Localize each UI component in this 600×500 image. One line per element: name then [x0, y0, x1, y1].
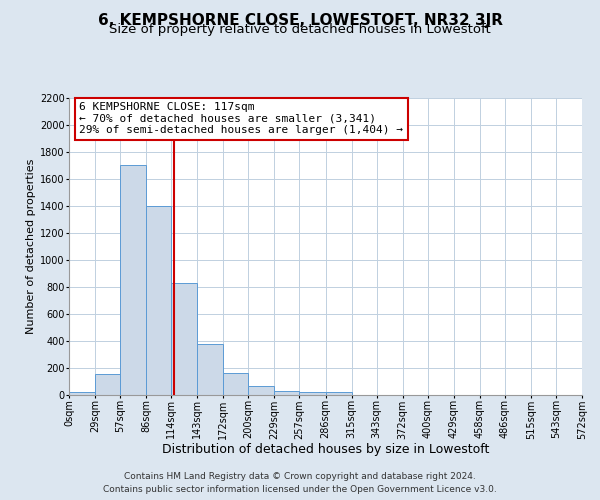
Bar	[274, 391, 299, 395]
Bar	[197, 344, 223, 395]
Y-axis label: Number of detached properties: Number of detached properties	[26, 158, 36, 334]
Bar	[120, 165, 146, 395]
Bar	[248, 386, 274, 395]
Text: Contains HM Land Registry data © Crown copyright and database right 2024.: Contains HM Land Registry data © Crown c…	[124, 472, 476, 481]
Bar	[171, 284, 197, 395]
Text: Contains public sector information licensed under the Open Government Licence v3: Contains public sector information licen…	[103, 484, 497, 494]
Bar	[325, 392, 352, 395]
Bar	[223, 372, 248, 395]
Text: Size of property relative to detached houses in Lowestoft: Size of property relative to detached ho…	[109, 24, 491, 36]
Bar	[95, 374, 120, 395]
Bar	[69, 392, 95, 395]
Bar	[146, 206, 171, 395]
Bar	[299, 392, 326, 395]
Text: 6, KEMPSHORNE CLOSE, LOWESTOFT, NR32 3JR: 6, KEMPSHORNE CLOSE, LOWESTOFT, NR32 3JR	[97, 12, 503, 28]
X-axis label: Distribution of detached houses by size in Lowestoft: Distribution of detached houses by size …	[162, 443, 489, 456]
Text: 6 KEMPSHORNE CLOSE: 117sqm
← 70% of detached houses are smaller (3,341)
29% of s: 6 KEMPSHORNE CLOSE: 117sqm ← 70% of deta…	[79, 102, 403, 135]
